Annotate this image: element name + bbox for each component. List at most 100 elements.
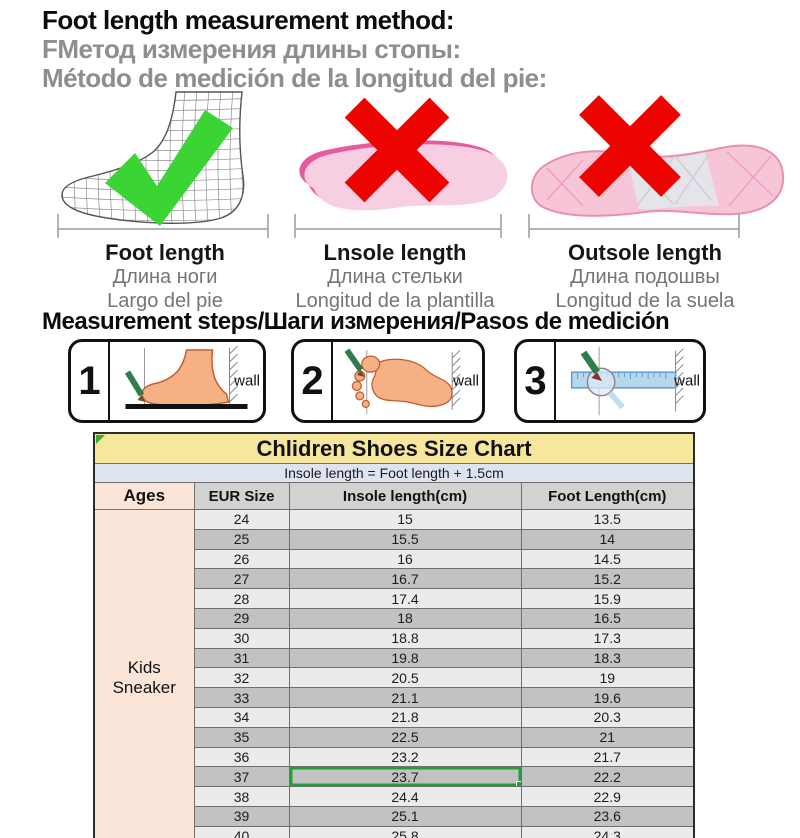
label-ru: Длина ноги xyxy=(112,266,218,288)
title-es: Método de medición de la longitud del pi… xyxy=(42,63,547,93)
size-chart: Chlidren Shoes Size Chart Insole length … xyxy=(93,432,695,838)
foot-cell: 21.7 xyxy=(520,746,695,768)
eur-cell: 29 xyxy=(193,607,290,629)
foot-cell: 19 xyxy=(520,667,695,689)
cross-icon xyxy=(344,97,450,203)
table-row: 33 21.1 19.6 xyxy=(94,687,695,708)
eur-cell: 35 xyxy=(193,726,290,748)
step-number: 1 xyxy=(71,342,110,420)
foot-wireframe-svg xyxy=(57,91,269,238)
insole-cell: 15.5 xyxy=(288,528,522,550)
insole-cell: 21.1 xyxy=(288,687,522,708)
table-row: 37 23.7 22.2 xyxy=(94,766,695,788)
table-header-row: Ages EUR Size Insole length(cm) Foot Len… xyxy=(93,482,695,510)
foot-cell: 17.3 xyxy=(520,627,695,649)
insole-cell: 21.8 xyxy=(288,706,522,728)
outsole-svg xyxy=(528,95,785,238)
measure-bracket xyxy=(528,214,740,238)
col-header-eur: EUR Size xyxy=(193,482,290,510)
wall-label: wall xyxy=(453,372,479,390)
eur-cell: 31 xyxy=(193,647,290,669)
col-header-ages: Ages xyxy=(93,482,195,510)
label-title: Foot length xyxy=(105,240,225,265)
table-row: 30 18.8 17.3 xyxy=(94,627,695,649)
page-header: Foot length measurement method: FМетод и… xyxy=(42,6,547,93)
eur-cell: 40 xyxy=(193,825,290,838)
table-row: 32 20.5 19 xyxy=(94,667,695,689)
foot-cell: 18.3 xyxy=(520,647,695,669)
pencil-icon xyxy=(580,350,603,381)
wall-label: wall xyxy=(234,372,260,390)
insole-cell: 24.4 xyxy=(288,786,522,807)
table-row: Kids Sneaker 24 15 13.5 xyxy=(93,508,695,838)
table-row: 35 22.5 21 xyxy=(94,726,695,748)
eur-cell: 27 xyxy=(193,568,290,590)
table-subtitle: Insole length = Foot length + 1.5cm xyxy=(93,463,695,483)
insole-cell: 23.7 xyxy=(288,766,522,788)
title-en: Foot length measurement method: xyxy=(42,5,455,35)
step-1-illustration: wall xyxy=(110,342,263,420)
measure-bracket xyxy=(294,214,502,238)
eur-cell: 30 xyxy=(193,627,290,649)
foot-cell: 21 xyxy=(520,726,695,748)
table-title: Chlidren Shoes Size Chart xyxy=(93,432,695,464)
foot-cell: 24.3 xyxy=(520,825,695,838)
insole-svg xyxy=(294,97,508,238)
insole-cell: 25.1 xyxy=(288,805,522,827)
eur-cell: 33 xyxy=(193,687,290,708)
step-3-box: 3 xyxy=(514,339,706,423)
step-2-illustration: wall xyxy=(333,342,482,420)
eur-cell: 39 xyxy=(193,805,290,827)
steps-heading: Measurement steps/Шаги измерения/Pasos d… xyxy=(42,308,670,335)
check-icon xyxy=(105,110,233,226)
magnifier-icon xyxy=(586,367,625,410)
ages-cell: Kids Sneaker xyxy=(93,508,195,838)
insole-illustration xyxy=(283,88,523,238)
insole-cell: 23.2 xyxy=(288,746,522,768)
eur-cell: 37 xyxy=(193,766,290,788)
eur-cell: 26 xyxy=(193,548,290,570)
foot-cell: 23.6 xyxy=(520,805,695,827)
step-3-illustration: wall xyxy=(556,342,703,420)
col-header-insole: Insole length(cm) xyxy=(288,482,522,510)
title-ru: FМетод измерения длины стопы: xyxy=(42,34,461,64)
cross-icon xyxy=(579,95,681,197)
insole-cell: 19.8 xyxy=(288,647,522,669)
pencil-icon xyxy=(124,370,146,402)
foot-cell: 16.5 xyxy=(520,607,695,629)
insole-cell: 17.4 xyxy=(288,588,522,609)
label-foot-length: Foot length Длина ноги Largo del pie xyxy=(45,240,285,313)
insole-cell: 20.5 xyxy=(288,667,522,689)
eur-cell: 25 xyxy=(193,528,290,550)
wall-hatch xyxy=(451,349,461,410)
label-es: Largo del pie xyxy=(107,290,223,312)
insole-cell: 22.5 xyxy=(288,726,522,748)
foot-cell: 14.5 xyxy=(520,548,695,570)
insole-cell: 15 xyxy=(288,509,522,530)
foot-wireframe-illustration xyxy=(45,88,285,238)
table-row: 40 25.8 24.3 xyxy=(94,825,695,838)
insole-cell: 16 xyxy=(288,548,522,570)
ruler-measure-svg xyxy=(570,346,684,416)
eur-cell: 28 xyxy=(193,588,290,609)
wall-label: wall xyxy=(674,372,700,390)
table-subtitle-row: Insole length = Foot length + 1.5cm xyxy=(93,463,695,483)
wall-hatch xyxy=(229,345,238,404)
insole-cell: 25.8 xyxy=(288,825,522,838)
step-1-box: 1 wall xyxy=(68,339,266,423)
label-ru: Длина стельки xyxy=(327,266,463,288)
label-outsole-length: Outsole length Длина подошвы Longitud de… xyxy=(515,240,775,313)
foot-cell: 15.2 xyxy=(520,568,695,590)
table-row: 29 18 16.5 xyxy=(94,607,695,629)
label-insole-length: Lnsole length Длина стельки Longitud de … xyxy=(265,240,525,313)
foot-side-measure-svg xyxy=(124,345,248,409)
eur-cell: 32 xyxy=(193,667,290,689)
eur-cell: 34 xyxy=(193,706,290,728)
table-row: 39 25.1 23.6 xyxy=(94,805,695,827)
foot-cell: 14 xyxy=(520,528,695,550)
foot-cell: 22.2 xyxy=(520,766,695,788)
table-row: 28 17.4 15.9 xyxy=(94,588,695,609)
label-es: Longitud de la plantilla xyxy=(295,290,495,312)
label-title: Outsole length xyxy=(568,240,722,265)
